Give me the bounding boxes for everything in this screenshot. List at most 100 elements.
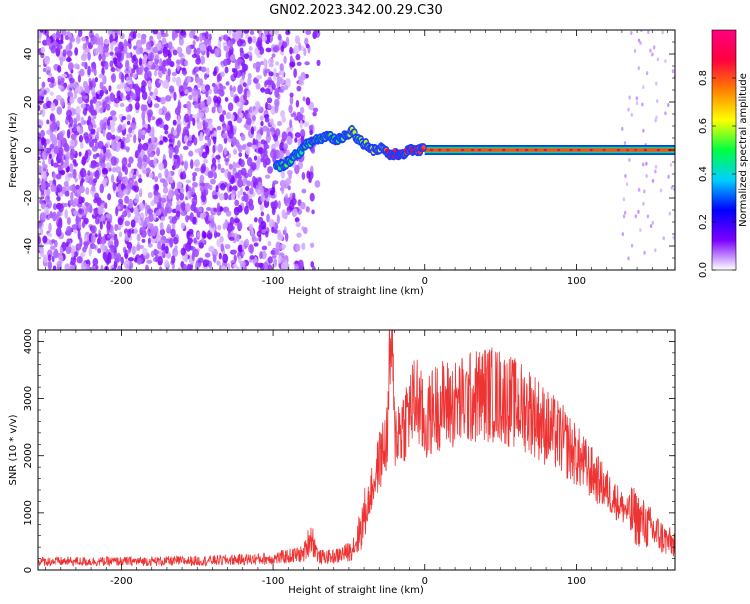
- noise-blob: [90, 234, 96, 244]
- noise-blob: [652, 45, 656, 50]
- noise-blob: [192, 40, 196, 47]
- noise-blob: [217, 40, 222, 50]
- noise-blob: [134, 101, 140, 111]
- noise-blob: [57, 78, 61, 86]
- noise-blob: [58, 203, 64, 213]
- noise-blob: [125, 52, 130, 59]
- noise-blob: [134, 214, 138, 224]
- noise-blob: [107, 193, 112, 201]
- noise-blob: [194, 76, 201, 83]
- noise-blob: [178, 52, 184, 58]
- noise-blob: [87, 115, 92, 124]
- noise-blob: [57, 139, 61, 149]
- noise-blob: [41, 153, 46, 160]
- noise-blob: [640, 30, 643, 33]
- noise-blob: [50, 133, 57, 143]
- noise-blob: [147, 70, 152, 79]
- noise-blob: [171, 216, 177, 224]
- noise-blob: [82, 44, 86, 51]
- noise-blob: [200, 43, 207, 52]
- noise-blob: [242, 82, 247, 88]
- noise-blob: [158, 107, 163, 115]
- noise-blob: [72, 123, 78, 128]
- spectrogram-x-tick-label: 0: [422, 276, 428, 287]
- noise-blob: [81, 262, 88, 270]
- noise-blob: [313, 30, 318, 37]
- noise-blob: [281, 131, 288, 142]
- noise-blob: [126, 120, 131, 125]
- noise-blob: [136, 233, 141, 242]
- noise-blob: [301, 172, 306, 180]
- noise-blob: [222, 253, 229, 264]
- noise-blob: [204, 122, 209, 128]
- noise-blob: [80, 53, 87, 61]
- noise-blob: [43, 89, 47, 95]
- noise-blob: [168, 146, 174, 157]
- noise-blob: [246, 156, 253, 167]
- noise-blob: [59, 97, 65, 107]
- noise-blob: [137, 177, 143, 184]
- noise-blob: [251, 233, 256, 238]
- noise-blob: [88, 81, 93, 91]
- noise-blob: [256, 230, 262, 238]
- noise-blob: [50, 183, 56, 193]
- noise-blob: [299, 201, 306, 210]
- noise-blob: [50, 102, 56, 112]
- noise-blob: [56, 44, 63, 50]
- noise-blob: [87, 51, 91, 61]
- noise-blob: [49, 211, 53, 219]
- noise-blob: [218, 107, 223, 113]
- noise-blob: [115, 103, 119, 108]
- noise-blob: [234, 172, 240, 179]
- noise-blob: [71, 127, 78, 134]
- noise-blob: [244, 205, 249, 215]
- noise-blob: [40, 202, 46, 210]
- noise-blob: [248, 223, 254, 231]
- noise-blob: [260, 194, 266, 203]
- noise-blob: [296, 61, 302, 66]
- noise-blob: [240, 133, 246, 142]
- noise-blob: [66, 109, 73, 118]
- noise-blob: [177, 101, 182, 111]
- noise-blob: [149, 51, 154, 62]
- noise-blob: [110, 125, 116, 133]
- noise-blob: [63, 181, 69, 187]
- noise-blob: [105, 148, 111, 159]
- noise-blob: [52, 172, 57, 180]
- noise-blob: [227, 102, 234, 112]
- noise-blob: [290, 112, 297, 118]
- noise-blob: [131, 245, 137, 254]
- noise-blob: [188, 190, 192, 200]
- snr-x-label: Height of straight line (km): [288, 585, 424, 596]
- noise-blob: [122, 176, 129, 185]
- noise-blob: [259, 115, 264, 121]
- noise-blob: [38, 220, 42, 230]
- noise-blob: [47, 232, 53, 237]
- noise-blob: [64, 209, 69, 219]
- noise-blob: [259, 204, 264, 212]
- noise-blob: [194, 148, 199, 153]
- signal-peak: [577, 148, 581, 152]
- noise-blob: [168, 85, 175, 93]
- noise-blob: [204, 182, 211, 189]
- noise-blob: [125, 106, 131, 113]
- noise-blob: [120, 256, 124, 266]
- noise-blob: [246, 117, 252, 126]
- spectrogram-y-axis: -40 -20 0 20 40: [23, 29, 675, 271]
- noise-blob: [310, 147, 316, 154]
- noise-blob: [246, 90, 251, 98]
- noise-blob: [106, 118, 111, 127]
- noise-blob: [223, 45, 230, 52]
- noise-blob: [106, 162, 112, 168]
- noise-blob: [267, 57, 274, 66]
- noise-blob: [84, 149, 89, 160]
- signal-peak: [643, 148, 647, 152]
- spectrogram-y-tick-label: -20: [23, 190, 34, 206]
- noise-blob: [655, 115, 658, 120]
- noise-blob: [69, 96, 75, 104]
- noise-blob: [224, 96, 229, 102]
- noise-blob: [245, 34, 249, 39]
- noise-blob: [94, 169, 100, 180]
- noise-blob: [176, 46, 183, 55]
- signal-peak: [488, 148, 492, 152]
